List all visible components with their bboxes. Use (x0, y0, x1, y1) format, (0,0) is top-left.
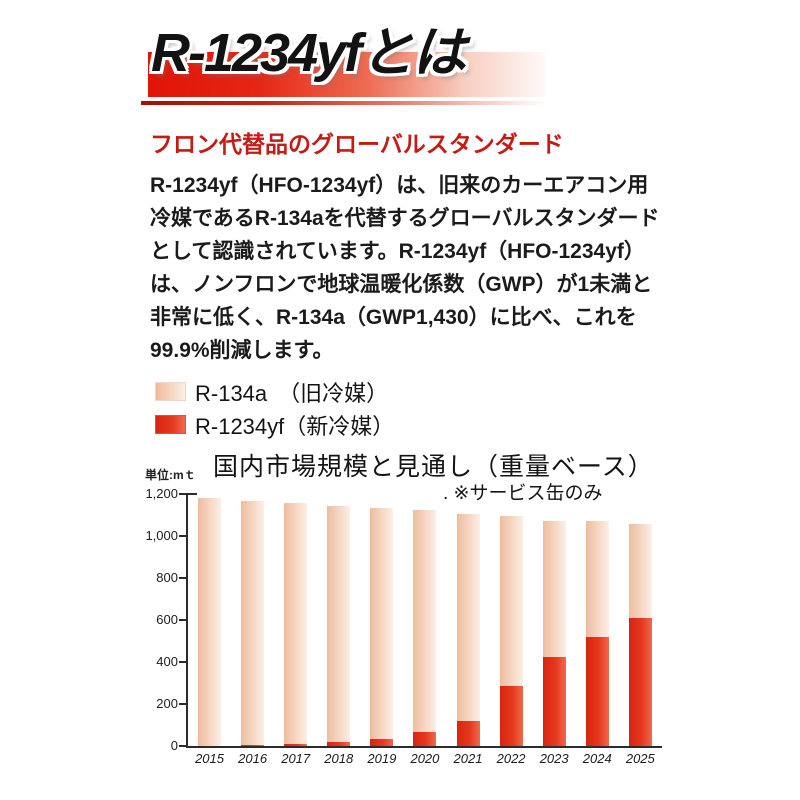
x-axis-label-2024: 2024 (582, 751, 612, 766)
bar-2020-r134a-segment (413, 509, 437, 733)
bar-2019-r134a-segment (370, 507, 394, 739)
bar-2022: 2022 (497, 494, 526, 766)
bar-2022-r1234yf-segment (499, 686, 523, 746)
bar-2016-r1234yf-segment (241, 744, 265, 746)
x-axis-label-2019: 2019 (367, 751, 397, 766)
bar-2015: 2015 (195, 494, 224, 766)
bar-2017-r134a-segment (284, 503, 308, 744)
legend-label: R-1234yf（新冷媒） (195, 413, 395, 439)
y-axis-tick (179, 535, 186, 537)
bar-2023-r1234yf-segment (542, 656, 566, 746)
bar-2021-r134a-segment (456, 514, 480, 721)
title-banner (148, 52, 546, 97)
chart-plot-area: 2015 2016 2017 2018 2019 2020 2021 2022 2023 2024… (186, 494, 662, 766)
bar-2021-r1234yf-segment (456, 720, 480, 746)
bar-2025-r1234yf-segment (628, 617, 652, 746)
y-axis-tick-label: 1,000 (145, 528, 178, 543)
bar-2018: 2018 (324, 494, 353, 766)
bar-2024-r134a-segment (585, 521, 609, 637)
x-axis-label-2018: 2018 (324, 751, 354, 766)
page-title: R-1234yfとは (151, 23, 466, 83)
chart-title: 国内市場規模と見通し（重量ベース） (213, 453, 654, 481)
bar-2021: 2021 (454, 494, 482, 766)
bar-2022-r134a-segment (499, 516, 523, 687)
legend-item-r134a: R-134a （旧冷媒） (155, 378, 394, 406)
chart-note: . ※サービス缶のみ (443, 483, 603, 504)
y-axis-tick (179, 661, 186, 663)
y-axis-tick (179, 619, 186, 621)
body-line: は、ノンフロンで地球温暖化係数（GWP）が1未満と (150, 273, 653, 296)
y-axis-tick (179, 745, 186, 747)
y-axis-tick-label: 200 (156, 696, 178, 711)
new-refrigerant-swatch (155, 415, 186, 434)
bar-2016: 2016 (238, 494, 267, 766)
x-axis-label-2025: 2025 (625, 751, 655, 766)
legend-label: R-134a （旧冷媒） (195, 380, 389, 406)
chart-unit-label: 単位:mｔ (145, 468, 196, 482)
bar-2023: 2023 (540, 494, 569, 766)
y-axis-tick-label: 600 (156, 612, 178, 627)
bar-2019-r1234yf-segment (370, 738, 394, 746)
bar-2015-r134a-segment (198, 498, 222, 746)
y-axis-tick-label: 800 (156, 570, 178, 585)
old-refrigerant-swatch (155, 382, 186, 401)
bar-2025: 2025 (626, 494, 655, 766)
y-axis-tick (179, 493, 186, 495)
body-line: 99.9%削減します。 (150, 339, 334, 362)
bar-2017-r1234yf-segment (284, 743, 308, 746)
x-axis-label-2021: 2021 (453, 751, 483, 766)
x-axis-label-2016: 2016 (238, 751, 268, 766)
bar-2020: 2020 (410, 494, 439, 766)
article-subtitle: フロン代替品のグローバルスタンダード (150, 131, 564, 157)
stacked-bar-chart: 2015 2016 2017 2018 2019 2020 2021 2022 2023 2024… (145, 486, 664, 788)
body-line: R-1234yf（HFO-1234yf）は、旧来のカーエアコン用 (150, 174, 649, 197)
x-axis-label-2023: 2023 (539, 751, 569, 766)
y-axis-tick (179, 577, 186, 579)
bar-2020-r1234yf-segment (413, 732, 437, 746)
y-axis-tick-label: 0 (170, 738, 178, 753)
x-axis-label-2022: 2022 (496, 751, 526, 766)
body-line: 非常に低く、R-134a（GWP1,430）に比べ、これを (150, 306, 637, 329)
x-axis-label-2020: 2020 (410, 751, 440, 766)
body-line: として認識されています。R-1234yf（HFO-1234yf） (150, 240, 645, 263)
y-axis-tick (179, 703, 186, 705)
article-body: R-1234yf（HFO-1234yf）は、旧来のカーエアコン用 冷媒であるR-… (150, 169, 680, 367)
y-axis-top-tick (186, 493, 197, 495)
bar-2017: 2017 (281, 494, 310, 766)
title-underline (141, 101, 547, 105)
bar-2024: 2024 (583, 494, 612, 766)
plot-bars: 2015 2016 2017 2018 2019 2020 2021 2022 2023 2024… (188, 494, 662, 766)
bar-2025-r134a-segment (628, 524, 652, 618)
x-axis-label-2015: 2015 (195, 751, 224, 766)
y-axis-tick-label: 1,200 (145, 486, 178, 501)
body-line: 冷媒であるR-134aを代替するグローバルスタンダード (150, 207, 660, 230)
bar-2016-r134a-segment (241, 501, 265, 745)
chart-legend: R-134a （旧冷媒） R-1234yf（新冷媒） (155, 378, 394, 444)
y-axis-tick-label: 400 (156, 654, 178, 669)
bar-2019: 2019 (367, 494, 396, 766)
bar-2018-r1234yf-segment (327, 741, 351, 746)
bar-2023-r134a-segment (542, 521, 566, 657)
bar-2024-r1234yf-segment (585, 636, 609, 746)
bar-2018-r134a-segment (327, 505, 351, 742)
x-axis-label-2017: 2017 (281, 751, 311, 766)
legend-item-r1234yf: R-1234yf（新冷媒） (155, 411, 395, 439)
